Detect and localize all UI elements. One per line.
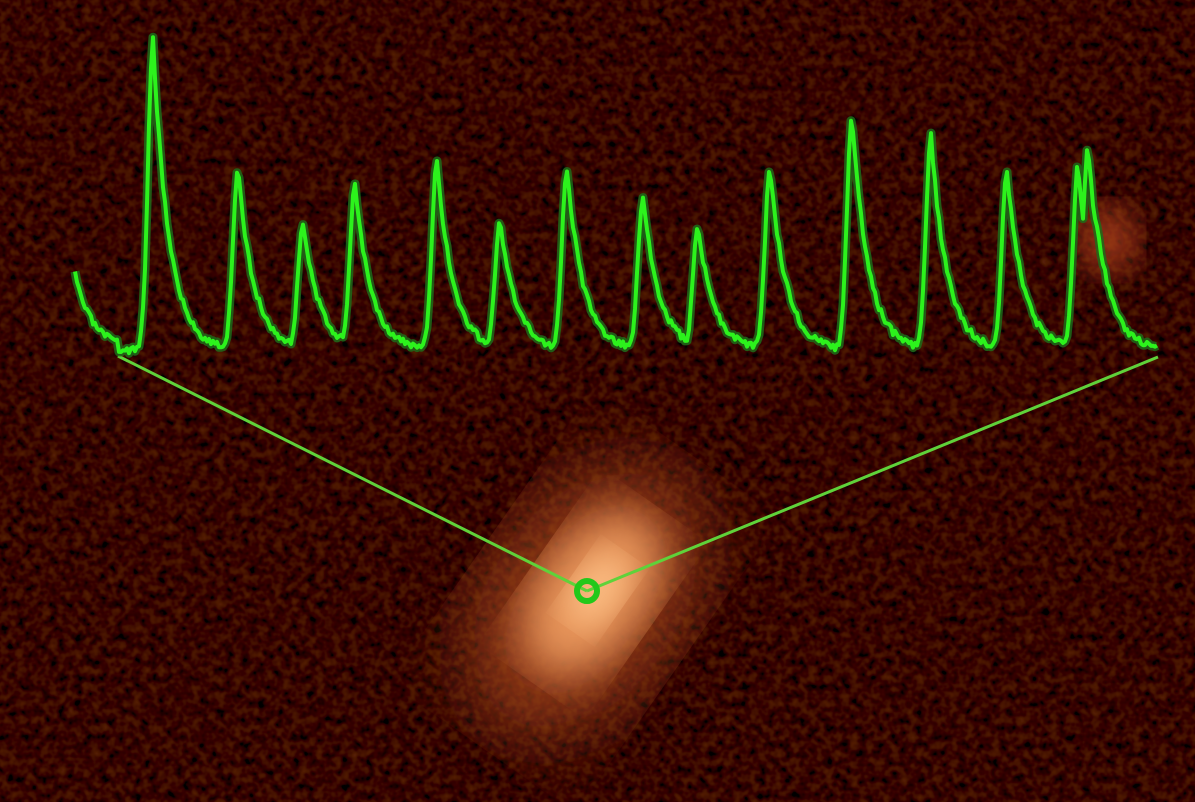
page: (() => { // decorative light curve: layo… <box>0 0 1195 802</box>
image <box>0 0 1195 802</box>
